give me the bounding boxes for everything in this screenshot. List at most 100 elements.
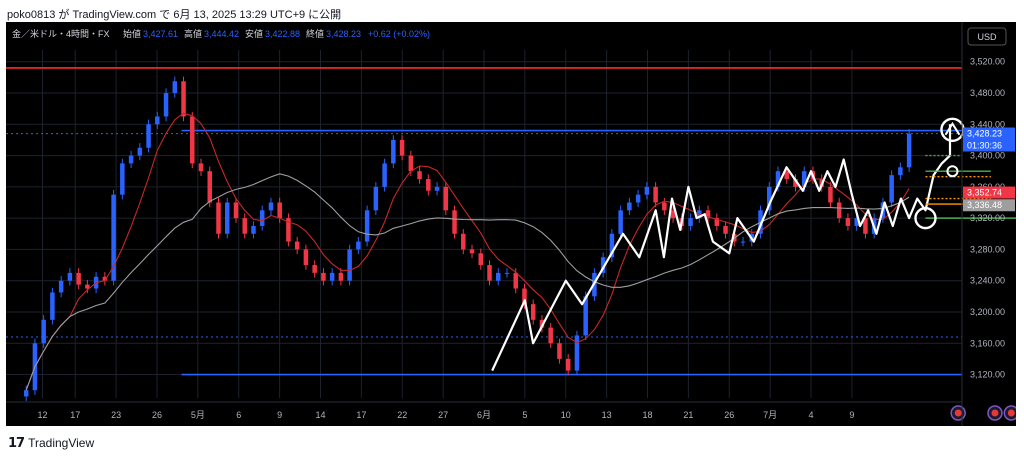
target-arrow-icon <box>944 121 961 136</box>
x-tick-label: 6 <box>236 410 241 420</box>
candle-body <box>242 218 247 234</box>
price-tag-value: 3,428.23 <box>967 128 1002 138</box>
candle-body <box>329 272 335 281</box>
candle-body <box>618 210 623 234</box>
y-tick-label: 3,320.00 <box>970 213 1005 223</box>
candle-body <box>854 218 859 226</box>
candle-body <box>609 233 615 258</box>
currency-button-box[interactable] <box>967 27 1007 46</box>
candle-body <box>277 202 282 219</box>
candle-body <box>600 257 606 273</box>
candle-body <box>863 218 868 234</box>
candle-body <box>801 171 807 187</box>
candle-body <box>775 171 781 187</box>
candle-body <box>530 304 536 320</box>
candle-body <box>583 296 588 336</box>
author-connector: が <box>58 9 70 21</box>
candle-body <box>740 241 746 243</box>
legend-high-label: 高値 <box>184 28 202 39</box>
author-name[interactable]: poko0813 <box>7 9 56 21</box>
price-tag-value: 3,352.74 <box>967 188 1002 198</box>
price-tag-value: 3,336.48 <box>967 200 1002 210</box>
candle-body <box>85 284 90 289</box>
x-tick-label: 6月 <box>477 410 491 420</box>
candle-body <box>539 319 545 328</box>
footer-brand[interactable]: TradingView <box>28 436 95 450</box>
candle-body <box>688 218 693 226</box>
candle-body <box>653 186 658 203</box>
site-name[interactable]: TradingView.com <box>72 9 157 21</box>
candle-body <box>364 210 370 242</box>
candle-body <box>793 179 798 187</box>
candle-body <box>391 139 396 164</box>
moving-average-line <box>25 112 910 391</box>
candle-body <box>76 272 81 285</box>
currency-button-label[interactable]: USD <box>977 32 997 42</box>
candle-body <box>67 272 73 281</box>
candle-body <box>41 319 46 344</box>
x-tick-label: 10 <box>561 410 571 420</box>
candle-body <box>155 116 160 125</box>
candle-body <box>705 210 711 219</box>
flag-dot-icon <box>991 409 999 417</box>
legend-close: 3,428.23 <box>326 29 361 39</box>
currency-button[interactable]: USD <box>967 27 1007 46</box>
x-tick-label: 13 <box>602 410 612 420</box>
candle-body <box>347 249 352 281</box>
candle-body <box>662 202 667 211</box>
candle-body <box>522 288 527 305</box>
candle-body <box>644 186 650 195</box>
zigzag-path <box>491 124 952 372</box>
candle-body <box>469 249 475 254</box>
candle-body <box>836 202 842 219</box>
candle-body <box>216 202 221 234</box>
legend-open-label: 始値 <box>123 28 141 39</box>
candle-body <box>50 292 55 320</box>
x-tick-label: 9 <box>277 410 282 420</box>
candle-body <box>627 202 632 211</box>
moving-averages <box>25 112 910 391</box>
candle-body <box>373 186 379 211</box>
x-tick-label: 18 <box>643 410 653 420</box>
price-tag-box <box>963 186 1015 199</box>
legend: 金／米ドル・4時間・FX 始値 3,427.61 高値 3,444.42 安値 … <box>12 28 430 39</box>
y-tick-label: 3,120.00 <box>970 370 1005 380</box>
y-tick-label: 3,160.00 <box>970 338 1005 348</box>
publish-date: で 6月 13, 2025 13:29 UTC+9 に公開 <box>159 9 342 21</box>
candle-body <box>443 186 449 211</box>
candle-body <box>417 171 422 180</box>
horizontal-lines[interactable] <box>6 67 962 376</box>
candle-body <box>845 218 851 226</box>
legend-close-label: 終値 <box>306 28 324 39</box>
candle-body <box>906 133 912 168</box>
candle-body <box>426 179 431 191</box>
axes: 3,120.00 3,160.00 3,200.00 3,240.00 3,280.00… <box>6 22 1015 426</box>
candle-body <box>670 210 676 219</box>
chart-frame[interactable]: 3,120.00 3,160.00 3,200.00 3,240.00 3,280.00… <box>6 22 1024 426</box>
legend-symbol: 金／米ドル・4時間・FX <box>12 28 110 39</box>
footer: 17 TradingView <box>8 434 94 452</box>
markers[interactable] <box>914 117 965 230</box>
price-tag-box <box>963 127 1015 152</box>
y-tick-label: 3,280.00 <box>970 244 1005 254</box>
tradingview-logo-icon[interactable]: 17 <box>8 435 25 451</box>
x-tick-label: 5 <box>522 410 527 420</box>
mid-circle-marker <box>946 165 959 178</box>
candle-body <box>723 225 728 234</box>
x-tick-label: 21 <box>683 410 693 420</box>
candle-body <box>548 327 553 344</box>
candle-body <box>111 194 116 281</box>
x-tick-label: 14 <box>315 410 325 420</box>
x-tick-label: 17 <box>70 410 80 420</box>
zigzag-line <box>491 124 952 372</box>
grid <box>6 50 962 398</box>
candle-body <box>163 93 169 117</box>
candle-body <box>137 147 143 156</box>
price-chart[interactable]: 3,120.00 3,160.00 3,200.00 3,240.00 3,280.00… <box>6 22 1024 426</box>
event-icons[interactable] <box>950 405 1020 421</box>
publish-header: poko0813 が TradingView.com で 6月 13, 2025… <box>0 0 1024 22</box>
candle-body <box>172 81 178 94</box>
candle-body <box>321 272 326 281</box>
candle-body <box>356 241 361 250</box>
candle-body <box>224 202 230 234</box>
